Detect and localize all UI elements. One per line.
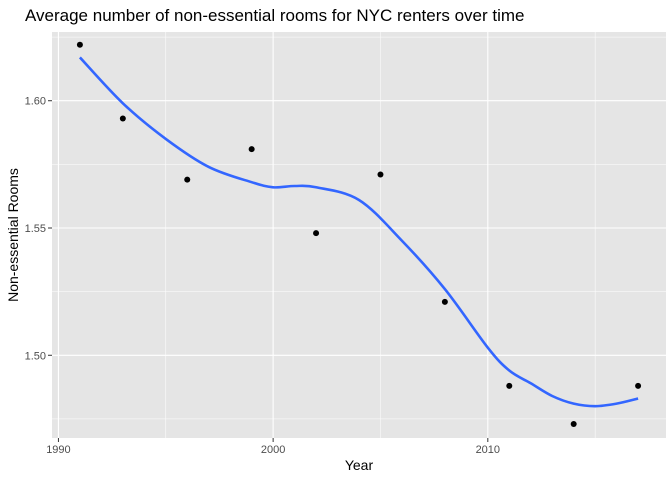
x-tick-label-1: 2000 (261, 444, 285, 456)
x-tick-label-0: 1990 (46, 444, 70, 456)
data-point-5 (377, 171, 384, 178)
y-tick-label-0: 1.50 (25, 350, 46, 362)
data-point-7 (506, 382, 513, 389)
x-axis-title: Year (345, 457, 374, 473)
smooth-line (78, 56, 639, 408)
data-point-4 (313, 230, 320, 237)
y-tick-label-1: 1.55 (25, 223, 46, 235)
x-axis: 1990 2000 2010 (46, 438, 500, 456)
data-point-6 (441, 298, 448, 305)
data-point-2 (184, 176, 191, 183)
y-tick-label-2: 1.60 (25, 96, 46, 108)
x-tick-label-2: 2010 (476, 444, 500, 456)
smooth-layer (78, 56, 639, 408)
data-point-9 (635, 382, 642, 389)
data-point-3 (248, 146, 255, 153)
data-point-1 (119, 115, 126, 122)
data-point-8 (570, 421, 577, 427)
y-axis: 1.50 1.55 1.60 (25, 96, 52, 362)
y-axis-title: Non-essential Rooms (5, 168, 21, 302)
data-point-0 (76, 41, 83, 48)
chart-title: Average number of non-essential rooms fo… (25, 6, 525, 25)
plot-panel (52, 32, 666, 438)
data-points (76, 41, 642, 427)
grid-lines (52, 32, 666, 438)
